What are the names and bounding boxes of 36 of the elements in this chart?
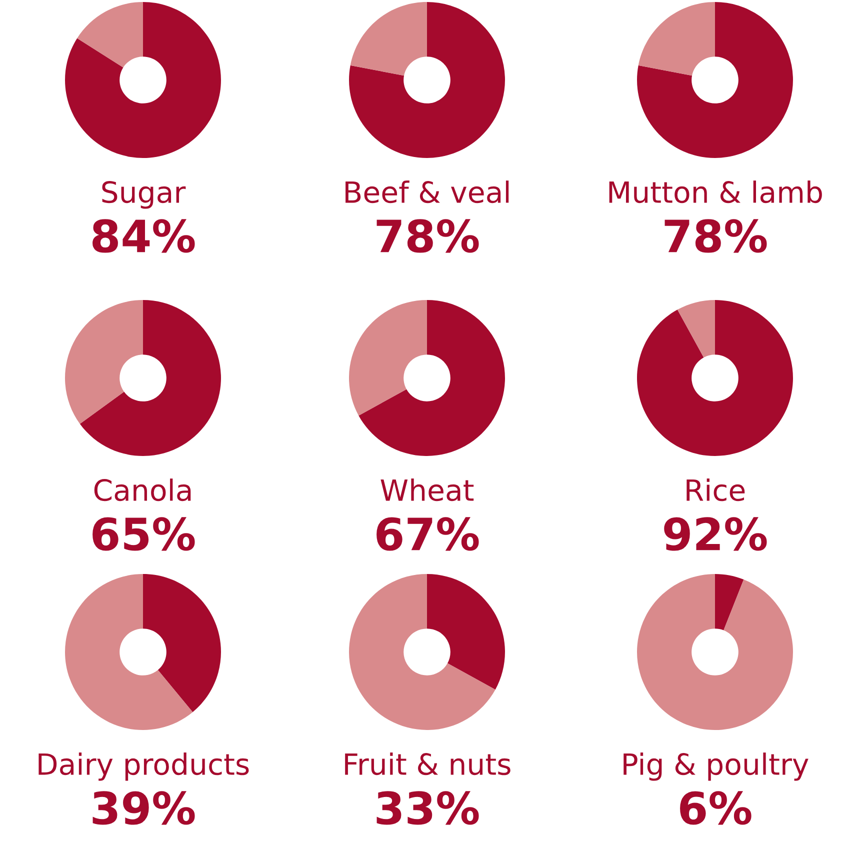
donut-slice: [65, 2, 221, 158]
text: 92%: [664, 517, 767, 551]
donut-slice: [349, 2, 505, 158]
donut-slice: [349, 574, 496, 730]
text: 39%: [92, 791, 195, 825]
text: 33%: [376, 791, 479, 825]
text: Pig & poultry: [624, 752, 808, 781]
donut-slice: [65, 300, 143, 424]
text: 67%: [376, 517, 479, 551]
text: Wheat: [380, 478, 474, 502]
text: Canola: [94, 478, 191, 502]
donut-slice: [677, 300, 715, 358]
text: 65%: [92, 517, 195, 551]
donut-slice: [143, 574, 221, 712]
donut-slice: [637, 2, 793, 158]
donut-slice: [65, 574, 193, 730]
text: Mutton & lamb: [609, 180, 822, 204]
text: Fruit & nuts: [345, 752, 510, 776]
text: 84%: [92, 219, 195, 253]
text: 78%: [664, 219, 767, 253]
text: Sugar: [102, 181, 186, 209]
donut-slice: [358, 300, 505, 456]
donut-slice: [349, 300, 427, 416]
donut-slice: [350, 2, 427, 76]
text: 78%: [376, 219, 479, 253]
donut-slice: [715, 574, 744, 630]
donut-slice: [638, 2, 715, 76]
text: Rice: [686, 478, 745, 502]
donut-slice: [637, 300, 793, 456]
donut-slice: [80, 300, 221, 456]
text: Dairy products: [38, 752, 249, 781]
donut-slice: [637, 574, 793, 730]
donut-slice: [427, 574, 505, 690]
text: 6%: [680, 791, 752, 825]
donut-slice: [77, 2, 143, 68]
text: Beef & veal: [346, 180, 509, 204]
